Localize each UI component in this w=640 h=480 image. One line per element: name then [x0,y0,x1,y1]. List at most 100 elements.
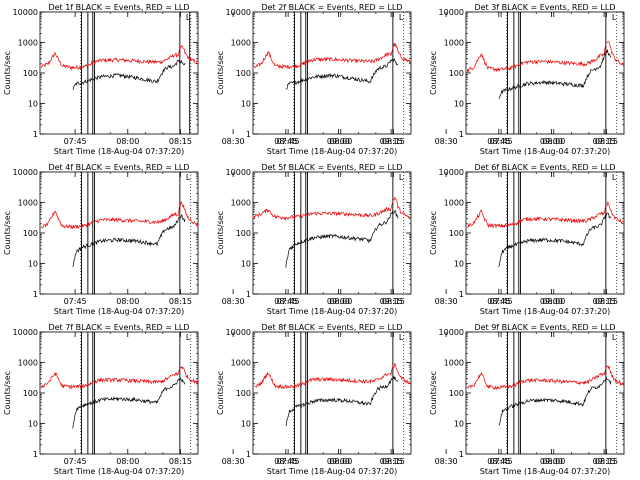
interval-marker-label: L [186,13,191,22]
x-tick-label: 09:15 [380,297,403,306]
y-tick-label: 1000 [444,199,464,208]
x-axis-label: Start Time (18-Aug-04 07:37:20) [480,467,611,476]
plot-frame [39,11,199,135]
events-series-line [285,58,399,90]
events-series-line [72,213,186,268]
x-tick-label: 08:30 [222,457,245,466]
panel-det-7: Det 7f BLACK = Events, RED = LLD11010010… [3,323,403,476]
y-tick-label: 10000 [13,8,38,17]
panel-det-4: Det 4f BLACK = Events, RED = LLD11010010… [3,163,403,316]
y-tick-label: 1000 [18,359,38,368]
y-tick-label: 10000 [439,168,464,177]
y-tick-label: 10000 [13,168,38,177]
y-tick-label: 10 [241,260,251,269]
plot-frame [465,11,625,135]
events-series-line [285,209,399,268]
y-tick-label: 10 [28,260,38,269]
panel-det-8: Det 8f BLACK = Events, RED = LLD11010010… [216,323,616,476]
x-tick-label: 07:45 [490,297,513,306]
y-tick-label: 10 [28,100,38,109]
plot-frame [39,331,199,455]
lld-series-line [40,200,198,230]
x-tick-label: 08:15 [169,297,192,306]
y-axis-label: Counts/sec [216,371,225,415]
x-axis-label: Start Time (18-Aug-04 07:37:20) [267,147,398,156]
y-tick-label: 10000 [226,328,251,337]
panel-title: Det 9f BLACK = Events, RED = LLD [474,323,615,332]
lld-series-line [466,365,624,390]
x-tick-label: 09:15 [593,457,616,466]
x-axis-label: Start Time (18-Aug-04 07:37:20) [54,147,185,156]
x-tick-label: 08:00 [542,457,565,466]
x-tick-label: 07:45 [490,457,513,466]
y-tick-label: 100 [449,69,464,78]
y-tick-label: 10 [241,100,251,109]
y-tick-label: 1000 [231,39,251,48]
y-tick-label: 10 [454,100,464,109]
y-axis-label: Counts/sec [3,51,12,95]
interval-marker-label: L [612,13,617,22]
x-tick-label: 08:45 [487,297,510,306]
panel-title: Det 4f BLACK = Events, RED = LLD [48,163,189,172]
y-tick-label: 100 [236,229,251,238]
y-tick-label: 1000 [231,359,251,368]
x-tick-label: 09:15 [380,457,403,466]
y-tick-label: 10000 [439,328,464,337]
plot-frame [252,11,412,135]
x-tick-label: 08:45 [487,137,510,146]
x-tick-label: 07:45 [277,137,300,146]
x-tick-label: 08:45 [274,297,297,306]
y-tick-label: 10000 [439,8,464,17]
x-axis-label: Start Time (18-Aug-04 07:37:20) [267,307,398,316]
panel-det-1: Det 1f BLACK = Events, RED = LLD11010010… [3,3,403,156]
x-tick-label: 08:15 [169,457,192,466]
lld-series-line [253,196,411,221]
interval-marker-label: L [399,13,404,22]
y-tick-label: 100 [23,229,38,238]
x-axis-label: Start Time (18-Aug-04 07:37:20) [54,467,185,476]
lld-series-line [40,44,198,71]
x-tick-label: 09:00 [540,457,563,466]
interval-marker-label: L [186,333,191,342]
y-axis-label: Counts/sec [429,51,438,95]
y-tick-label: 1000 [444,39,464,48]
y-tick-label: 10 [454,260,464,269]
y-axis-label: Counts/sec [216,51,225,95]
y-tick-label: 10 [241,420,251,429]
x-tick-label: 08:00 [542,297,565,306]
x-axis-label: Start Time (18-Aug-04 07:37:20) [480,307,611,316]
x-tick-label: 09:15 [593,297,616,306]
y-tick-label: 1 [33,130,38,139]
panel-title: Det 7f BLACK = Events, RED = LLD [48,323,189,332]
y-tick-label: 100 [23,69,38,78]
x-tick-label: 09:00 [327,137,350,146]
y-tick-label: 10000 [226,8,251,17]
events-series-line [285,376,399,426]
y-tick-label: 100 [23,389,38,398]
x-tick-label: 07:45 [64,137,87,146]
y-tick-label: 1 [246,130,251,139]
x-tick-label: 08:45 [487,457,510,466]
plot-frame [252,171,412,295]
x-tick-label: 08:15 [595,457,618,466]
x-tick-label: 08:45 [274,457,297,466]
lld-series-line [254,362,411,389]
x-tick-label: 09:15 [380,137,403,146]
panel-det-9: Det 9f BLACK = Events, RED = LLD 1 10 100 10… [429,323,625,476]
x-axis-label: Start Time (18-Aug-04 07:37:20) [54,307,185,316]
y-tick-label: 10000 [13,328,38,337]
plot-frame [465,171,625,295]
x-tick-label: 08:00 [329,457,352,466]
panel-title: Det 5f BLACK = Events, RED = LLD [261,163,402,172]
x-axis-label: Start Time (18-Aug-04 07:37:20) [480,147,611,156]
x-tick-label: 08:30 [435,297,458,306]
plot-frame [39,171,199,295]
y-tick-label: 100 [236,69,251,78]
y-tick-label: 1 [459,130,464,139]
x-tick-label: 08:00 [116,297,139,306]
events-series-line [72,377,186,429]
panel-det-3: Det 3f BLACK = Events, RED = LLD 1 10 100 10… [429,3,625,156]
x-tick-label: 09:15 [593,137,616,146]
x-tick-label: 07:45 [490,137,513,146]
